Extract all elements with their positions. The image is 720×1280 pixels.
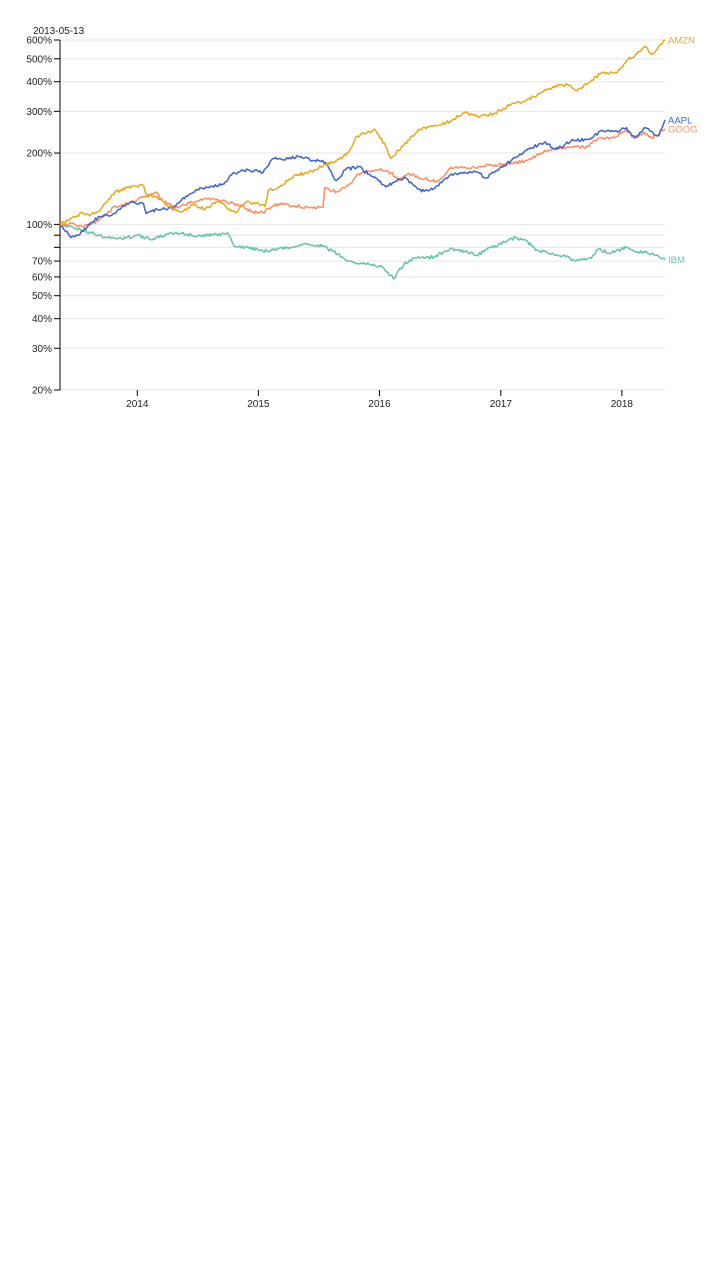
y-axis: 20% 30% 40% 50% 60% 70% 100% 200% 300% 400% 500% 60… [26, 36, 61, 397]
gridlines [60, 39, 665, 391]
y-tick-label: 70% [32, 257, 52, 268]
x-axis: 2014 2015 2016 2017 2018 [126, 390, 633, 410]
series-line-amzn [59, 39, 666, 226]
y-tick-label: 200% [26, 149, 52, 160]
y-tick-label: 50% [32, 291, 52, 302]
y-tick-label: 20% [32, 386, 52, 397]
y-tick-label: 500% [26, 54, 52, 65]
series-line-aapl [59, 119, 666, 239]
series-line-goog [59, 128, 666, 228]
series-label-ibm: IBM [668, 255, 685, 266]
y-tick-label: 30% [32, 344, 52, 355]
series-line-ibm [59, 223, 666, 280]
x-tick-label: 2015 [247, 399, 270, 410]
series-label-goog: GOOG [668, 124, 698, 135]
y-tick-label: 400% [26, 77, 52, 88]
y-tick-label: 300% [26, 107, 52, 118]
x-tick-label: 2014 [126, 399, 149, 410]
focus-date-label: 2013-05-13 [33, 26, 85, 37]
x-tick-label: 2018 [611, 399, 634, 410]
y-tick-label: 600% [26, 36, 52, 47]
series-lines [59, 39, 666, 280]
y-tick-label: 60% [32, 272, 52, 283]
y-tick-label: 100% [26, 220, 52, 231]
series-label-amzn: AMZN [668, 36, 695, 47]
series-label-aapl: AAPL [668, 115, 692, 126]
y-tick-label: 40% [32, 314, 52, 325]
x-tick-label: 2017 [490, 399, 513, 410]
x-tick-label: 2016 [368, 399, 391, 410]
